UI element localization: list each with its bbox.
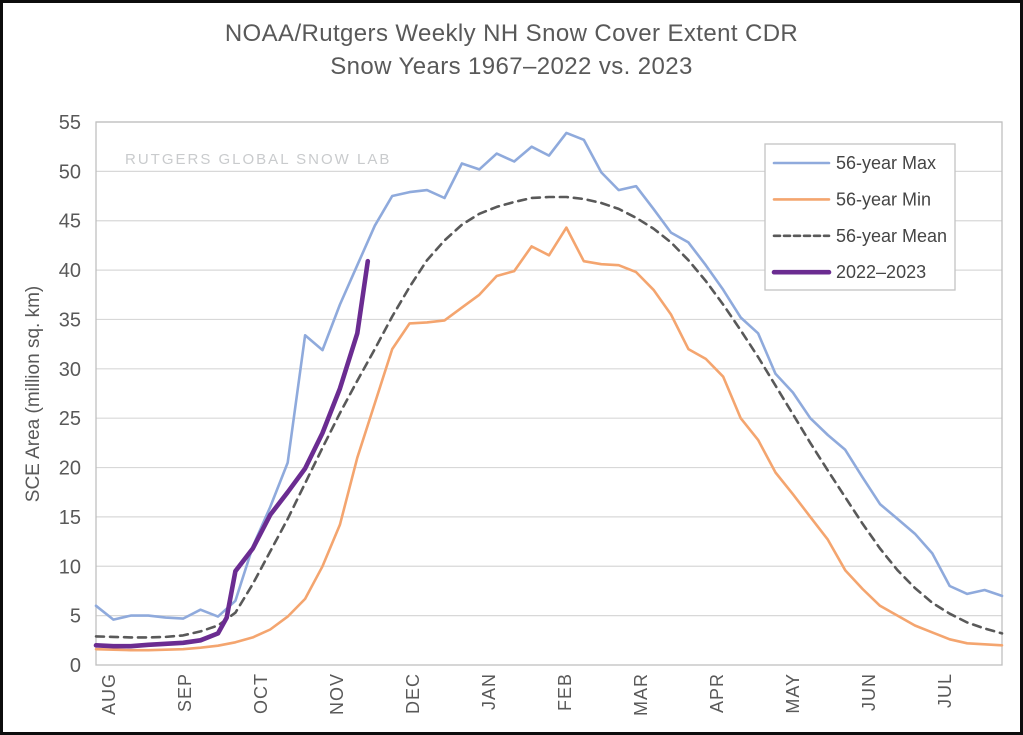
legend: 56-year Max 56-year Min 56-year Mean 2022–2…	[764, 143, 956, 291]
x-month-label: NOV	[327, 673, 347, 715]
x-month-label: MAY	[783, 673, 803, 714]
legend-label-56-year-mean: 56-year Mean	[836, 226, 947, 246]
plot-border	[95, 121, 1003, 666]
x-month-label: AUG	[99, 673, 119, 715]
y-tick-label: 5	[70, 606, 81, 628]
x-month-label: MAR	[631, 673, 651, 716]
x-month-label: JUN	[859, 673, 879, 711]
y-tick-label: 0	[70, 655, 81, 677]
legend-item: 56-year Mean	[772, 226, 947, 246]
x-month-label: JAN	[479, 673, 499, 710]
y-tick-label: 55	[59, 112, 81, 134]
legend-item: 56-year Min	[772, 189, 931, 209]
legend-label-56-year-min: 56-year Min	[836, 189, 931, 209]
y-tick-label: 15	[59, 507, 81, 529]
series-line-56-year-min	[94, 226, 1004, 652]
legend-item: 56-year Max	[772, 153, 936, 173]
legend-label-2022-2023: 2022–2023	[836, 262, 926, 282]
x-month-label: FEB	[555, 673, 575, 711]
series-line-56-year-max	[94, 131, 1004, 621]
y-tick-label: 10	[59, 556, 81, 578]
watermark: RUTGERS GLOBAL SNOW LAB	[125, 151, 391, 168]
x-month-label: JUL	[935, 673, 955, 708]
legend-box	[764, 143, 956, 291]
x-month-label: OCT	[251, 673, 271, 714]
y-tick-label: 30	[59, 359, 81, 381]
x-month-label: DEC	[403, 673, 423, 714]
chart-title-line2: Snow Years 1967–2022 vs. 2023	[330, 53, 693, 80]
y-tick-label: 35	[59, 309, 81, 331]
y-tick-label: 40	[59, 260, 81, 282]
y-axis-title: SCE Area (million sq. km)	[23, 286, 44, 502]
series-line-2022-2023	[93, 258, 371, 649]
chart-title: NOAA/Rutgers Weekly NH Snow Cover Extent…	[3, 17, 1020, 83]
snow-extent-chart: 0 5 10 15 20 25 30 35 40 45 50 55 RUTGERS GLOBAL SNO…	[23, 112, 1004, 716]
y-tick-label: 50	[59, 161, 81, 183]
y-tick-label: 45	[59, 211, 81, 233]
series-line-56-year-mean	[94, 195, 1004, 639]
x-month-label: APR	[707, 673, 727, 713]
x-month-label: SEP	[175, 673, 195, 712]
y-tick-label: 20	[59, 458, 81, 480]
y-tick-label: 25	[59, 408, 81, 430]
legend-item: 2022–2023	[771, 262, 926, 282]
chart-title-line1: NOAA/Rutgers Weekly NH Snow Cover Extent…	[224, 20, 799, 47]
legend-label-56-year-max: 56-year Max	[836, 153, 936, 173]
